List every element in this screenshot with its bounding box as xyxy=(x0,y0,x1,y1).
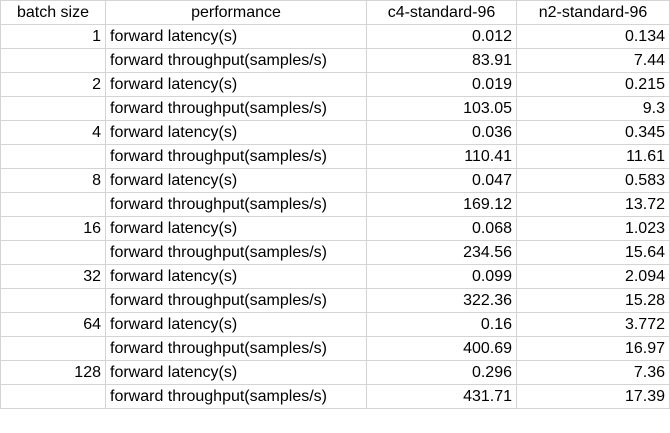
cell-c4-standard-96[interactable]: 234.56 xyxy=(366,240,517,265)
cell-batch-size[interactable]: 1 xyxy=(0,24,106,49)
table-row: 32 forward latency(s) 0.099 2.094 xyxy=(0,264,670,289)
cell-performance[interactable]: forward throughput(samples/s) xyxy=(105,288,367,313)
header-n2-standard-96[interactable]: n2-standard-96 xyxy=(516,0,670,25)
cell-performance[interactable]: forward throughput(samples/s) xyxy=(105,192,367,217)
table-row: 8 forward latency(s) 0.047 0.583 xyxy=(0,168,670,193)
cell-performance[interactable]: forward latency(s) xyxy=(105,360,367,385)
cell-n2-standard-96[interactable]: 0.345 xyxy=(516,120,670,145)
cell-batch-size[interactable] xyxy=(0,288,106,313)
cell-n2-standard-96[interactable]: 7.36 xyxy=(516,360,670,385)
cell-n2-standard-96[interactable]: 1.023 xyxy=(516,216,670,241)
cell-n2-standard-96[interactable]: 15.28 xyxy=(516,288,670,313)
cell-c4-standard-96[interactable]: 169.12 xyxy=(366,192,517,217)
table-row: 16 forward latency(s) 0.068 1.023 xyxy=(0,216,670,241)
table-row: forward throughput(samples/s) 322.36 15.28 xyxy=(0,288,670,313)
cell-performance[interactable]: forward latency(s) xyxy=(105,120,367,145)
cell-batch-size[interactable]: 16 xyxy=(0,216,106,241)
cell-performance[interactable]: forward throughput(samples/s) xyxy=(105,48,367,73)
cell-c4-standard-96[interactable]: 0.036 xyxy=(366,120,517,145)
cell-batch-size[interactable] xyxy=(0,336,106,361)
cell-n2-standard-96[interactable]: 7.44 xyxy=(516,48,670,73)
cell-performance[interactable]: forward latency(s) xyxy=(105,216,367,241)
cell-n2-standard-96[interactable]: 0.215 xyxy=(516,72,670,97)
cell-batch-size[interactable] xyxy=(0,96,106,121)
cell-c4-standard-96[interactable]: 0.019 xyxy=(366,72,517,97)
table-row: 4 forward latency(s) 0.036 0.345 xyxy=(0,120,670,145)
table-row: forward throughput(samples/s) 169.12 13.72 xyxy=(0,192,670,217)
table-row: 64 forward latency(s) 0.16 3.772 xyxy=(0,312,670,337)
cell-c4-standard-96[interactable]: 400.69 xyxy=(366,336,517,361)
cell-n2-standard-96[interactable]: 2.094 xyxy=(516,264,670,289)
cell-c4-standard-96[interactable]: 0.296 xyxy=(366,360,517,385)
cell-batch-size[interactable]: 128 xyxy=(0,360,106,385)
cell-batch-size[interactable] xyxy=(0,384,106,409)
table-row: 128 forward latency(s) 0.296 7.36 xyxy=(0,360,670,385)
cell-batch-size[interactable]: 8 xyxy=(0,168,106,193)
table-row: forward throughput(samples/s) 110.41 11.61 xyxy=(0,144,670,169)
table-row: forward throughput(samples/s) 83.91 7.44 xyxy=(0,48,670,73)
header-performance[interactable]: performance xyxy=(105,0,367,25)
cell-batch-size[interactable]: 2 xyxy=(0,72,106,97)
table-body: 1 forward latency(s) 0.012 0.134 forward thr… xyxy=(0,24,670,409)
cell-c4-standard-96[interactable]: 0.068 xyxy=(366,216,517,241)
cell-performance[interactable]: forward latency(s) xyxy=(105,264,367,289)
cell-performance[interactable]: forward throughput(samples/s) xyxy=(105,96,367,121)
cell-performance[interactable]: forward throughput(samples/s) xyxy=(105,336,367,361)
cell-c4-standard-96[interactable]: 0.16 xyxy=(366,312,517,337)
table-row: 2 forward latency(s) 0.019 0.215 xyxy=(0,72,670,97)
table-row: forward throughput(samples/s) 400.69 16.97 xyxy=(0,336,670,361)
cell-c4-standard-96[interactable]: 0.047 xyxy=(366,168,517,193)
cell-c4-standard-96[interactable]: 110.41 xyxy=(366,144,517,169)
header-batch-size[interactable]: batch size xyxy=(0,0,106,25)
cell-n2-standard-96[interactable]: 9.3 xyxy=(516,96,670,121)
cell-n2-standard-96[interactable]: 13.72 xyxy=(516,192,670,217)
cell-c4-standard-96[interactable]: 0.099 xyxy=(366,264,517,289)
header-row: batch size performance c4-standard-96 n2… xyxy=(0,0,670,25)
cell-performance[interactable]: forward throughput(samples/s) xyxy=(105,384,367,409)
cell-c4-standard-96[interactable]: 322.36 xyxy=(366,288,517,313)
table-row: forward throughput(samples/s) 103.05 9.3 xyxy=(0,96,670,121)
cell-n2-standard-96[interactable]: 3.772 xyxy=(516,312,670,337)
table-row: 1 forward latency(s) 0.012 0.134 xyxy=(0,24,670,49)
cell-batch-size[interactable] xyxy=(0,48,106,73)
cell-c4-standard-96[interactable]: 431.71 xyxy=(366,384,517,409)
cell-batch-size[interactable] xyxy=(0,144,106,169)
cell-batch-size[interactable] xyxy=(0,192,106,217)
cell-performance[interactable]: forward latency(s) xyxy=(105,24,367,49)
cell-performance[interactable]: forward latency(s) xyxy=(105,72,367,97)
cell-c4-standard-96[interactable]: 83.91 xyxy=(366,48,517,73)
cell-batch-size[interactable]: 32 xyxy=(0,264,106,289)
cell-n2-standard-96[interactable]: 0.134 xyxy=(516,24,670,49)
spreadsheet-table: batch size performance c4-standard-96 n2… xyxy=(0,0,670,409)
cell-c4-standard-96[interactable]: 103.05 xyxy=(366,96,517,121)
cell-n2-standard-96[interactable]: 11.61 xyxy=(516,144,670,169)
cell-n2-standard-96[interactable]: 17.39 xyxy=(516,384,670,409)
cell-c4-standard-96[interactable]: 0.012 xyxy=(366,24,517,49)
cell-performance[interactable]: forward throughput(samples/s) xyxy=(105,240,367,265)
cell-performance[interactable]: forward latency(s) xyxy=(105,168,367,193)
cell-batch-size[interactable]: 64 xyxy=(0,312,106,337)
table-row: forward throughput(samples/s) 431.71 17.39 xyxy=(0,384,670,409)
cell-performance[interactable]: forward latency(s) xyxy=(105,312,367,337)
header-c4-standard-96[interactable]: c4-standard-96 xyxy=(366,0,517,25)
cell-batch-size[interactable]: 4 xyxy=(0,120,106,145)
cell-batch-size[interactable] xyxy=(0,240,106,265)
cell-performance[interactable]: forward throughput(samples/s) xyxy=(105,144,367,169)
cell-n2-standard-96[interactable]: 15.64 xyxy=(516,240,670,265)
cell-n2-standard-96[interactable]: 0.583 xyxy=(516,168,670,193)
table-row: forward throughput(samples/s) 234.56 15.64 xyxy=(0,240,670,265)
cell-n2-standard-96[interactable]: 16.97 xyxy=(516,336,670,361)
table-header: batch size performance c4-standard-96 n2… xyxy=(0,0,670,25)
